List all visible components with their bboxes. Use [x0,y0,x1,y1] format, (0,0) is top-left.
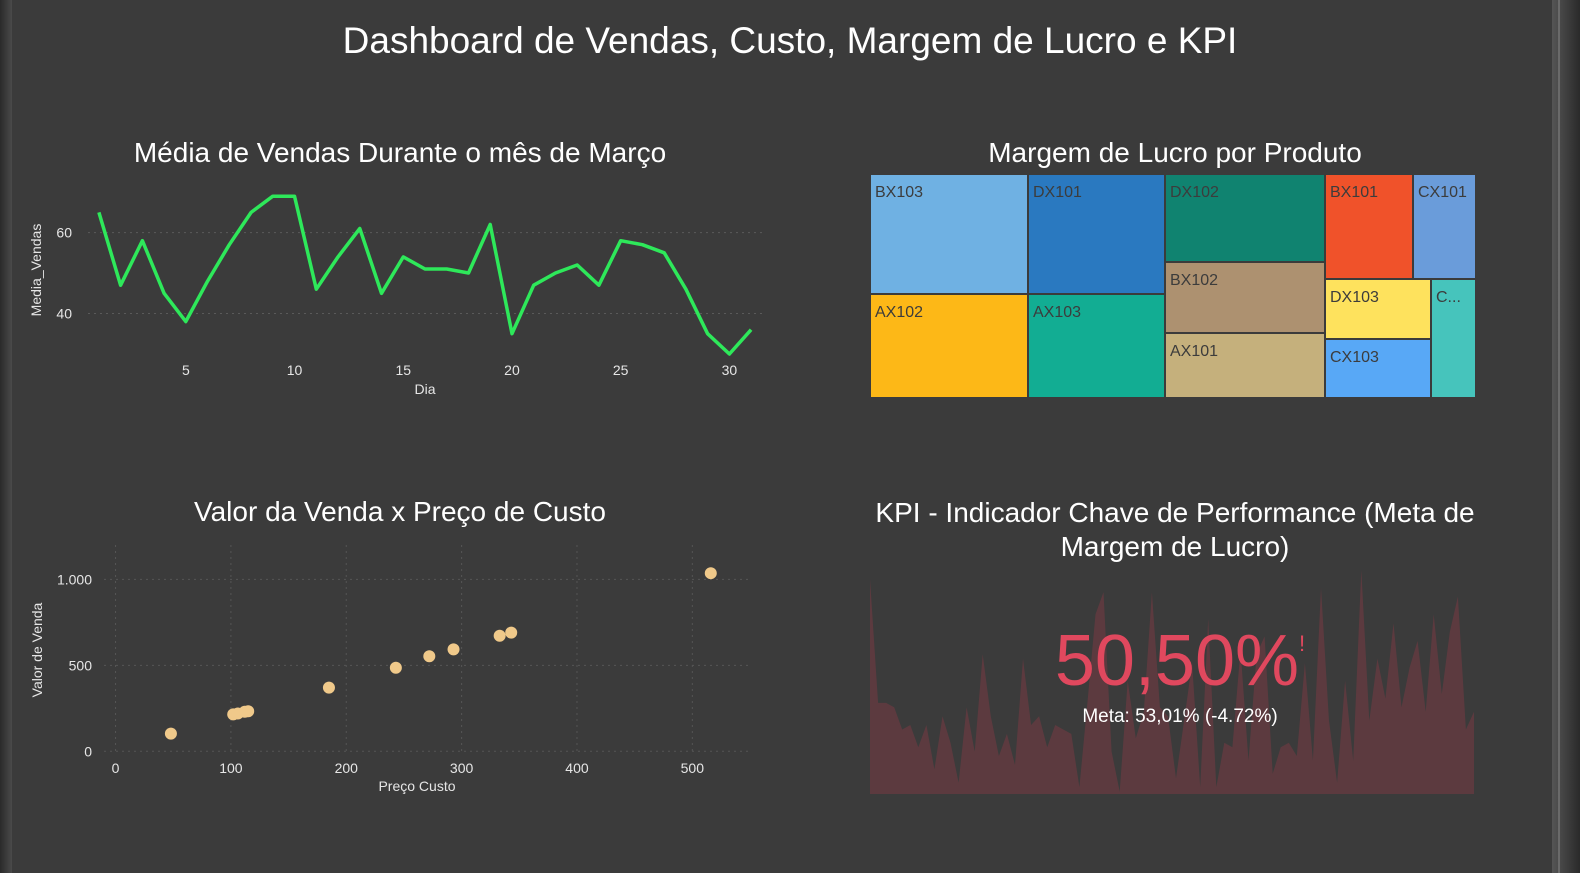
x-axis-label: Preço Custo [378,778,455,794]
x-tick-label: 300 [450,760,474,776]
y-axis-label: Valor de Venda [29,602,45,697]
treemap-label: DX103 [1330,289,1379,306]
scatter-chart[interactable]: 0 100 200 300 400 500 0 500 1.000 Preço Custo Valo… [0,540,800,820]
x-tick-label: 10 [287,362,303,378]
x-tick-label: 100 [219,760,243,776]
x-tick-label: 500 [681,760,705,776]
kpi-title: KPI - Indicador Chave de Performance (Me… [875,497,1475,562]
treemap-label: AX103 [1033,304,1081,321]
treemap-cell[interactable]: CX101 [1412,174,1477,280]
kpi-value: 50,50%! [1000,625,1360,697]
treemap-tile [1324,278,1432,340]
x-tick-label: 15 [395,362,411,378]
y-tick-label: 60 [56,225,72,241]
treemap-cell[interactable]: DX102 [1164,174,1326,263]
scatter-point[interactable] [493,629,506,642]
treemap-label: BX103 [875,184,923,201]
scatter-point[interactable] [164,727,177,740]
sales-series-line [97,194,753,356]
treemap-tile [1027,293,1166,399]
dashboard-title: Dashboard de Vendas, Custo, Margem de Lu… [342,20,1238,61]
treemap-cell[interactable]: DX101 [1027,174,1166,295]
treemap-cell[interactable]: C... [1430,278,1477,399]
treemap-tile [1324,338,1432,399]
treemap-label: BX101 [1330,184,1378,201]
treemap-tile [1430,278,1477,399]
treemap-label: AX102 [875,304,923,321]
treemap-tile [1164,261,1326,334]
treemap-label: BX102 [1170,272,1218,289]
x-tick-label: 20 [504,362,520,378]
treemap-cell[interactable]: BX101 [1324,174,1414,280]
treemap-cell[interactable]: AX101 [1164,332,1326,399]
kpi-value-text: 50,50% [1054,621,1300,701]
x-tick-label: 0 [112,760,120,776]
y-tick-label: 500 [69,657,93,673]
treemap-cell[interactable]: BX102 [1164,261,1326,334]
treemap-label: CX101 [1418,184,1467,201]
kpi-sparkline-area [870,570,1474,794]
treemap-label: AX101 [1170,343,1218,360]
treemap-cell[interactable]: AX103 [1027,293,1166,399]
line-chart-title: Média de Vendas Durante o mês de Março [133,137,667,168]
line-chart[interactable]: 40 60 5 10 15 20 25 30 Dia Media_Vendas [0,170,800,470]
scatter-point[interactable] [447,643,460,656]
scatter-chart-title: Valor da Venda x Preço de Custo [194,496,606,527]
x-axis-label: Dia [414,381,435,397]
treemap-cell[interactable]: CX103 [1324,338,1432,399]
y-axis-label: Media_Vendas [28,224,44,317]
treemap-label: C... [1436,289,1461,306]
y-tick-label: 1.000 [57,571,92,587]
treemap-label: CX103 [1330,349,1379,366]
x-tick-label: 200 [335,760,359,776]
scatter-point[interactable] [505,626,518,639]
y-tick-label: 40 [56,306,72,322]
scatter-point[interactable] [322,681,335,694]
treemap-tile [1164,332,1326,399]
scatter-point[interactable] [389,661,402,674]
treemap-tile [1027,174,1166,295]
scatter-point[interactable] [242,705,255,718]
scatter-point[interactable] [704,567,717,580]
scatter-point[interactable] [423,650,436,663]
treemap-label: DX101 [1033,184,1082,201]
x-tick-label: 30 [722,362,738,378]
x-tick-label: 5 [182,362,190,378]
treemap-cell[interactable]: BX103 [870,174,1029,295]
right-scrollbar[interactable] [1552,0,1580,873]
treemap-tile [870,293,1029,399]
kpi-alert-indicator: ! [1299,631,1306,656]
treemap-chart[interactable]: BX103 DX101 DX102 BX101 CX101 AX102 AX103 BX102… [870,174,1480,400]
x-tick-label: 400 [565,760,589,776]
kpi-meta: Meta: 53,01% (-4.72%) [1082,706,1278,727]
treemap-cell[interactable]: AX102 [870,293,1029,399]
treemap-title: Margem de Lucro por Produto [988,137,1362,168]
treemap-label: DX102 [1170,184,1219,201]
left-border [0,0,12,873]
kpi-sparkline [870,570,1474,794]
y-tick-label: 0 [84,743,92,759]
x-tick-label: 25 [613,362,629,378]
treemap-cell[interactable]: DX103 [1324,278,1432,340]
